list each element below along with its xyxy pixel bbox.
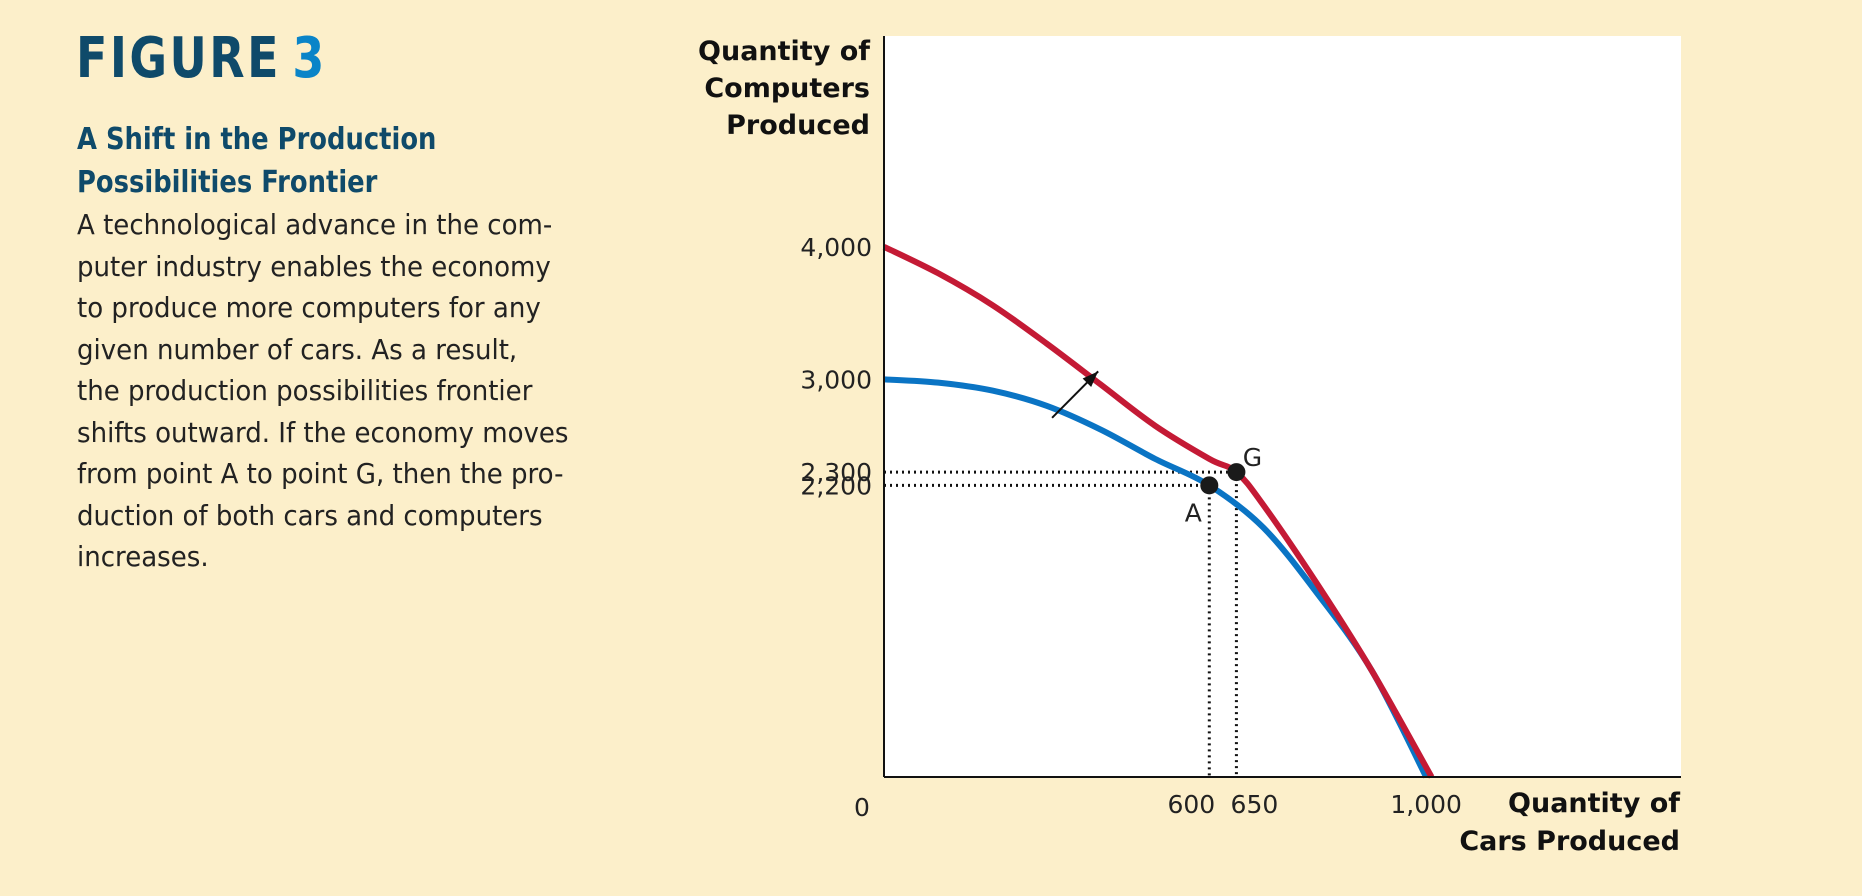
- figure-title-line: A Shift in the Production: [77, 122, 437, 157]
- x-axis-title-line: Quantity of: [1508, 788, 1680, 819]
- caption-line: to produce more computers for any: [77, 291, 541, 324]
- y-axis-title-line: Quantity of: [698, 36, 870, 67]
- y-tick-label: 4,000: [800, 233, 872, 262]
- caption-line: the production possibilities frontier: [77, 374, 533, 407]
- x-tick-label: 600: [1167, 790, 1215, 819]
- figure-title-line: Possibilities Frontier: [77, 165, 378, 200]
- frontier-curves: [882, 244, 1435, 779]
- y-axis-title-line: Produced: [726, 110, 870, 141]
- point-g-label: G: [1243, 443, 1262, 472]
- shift-arrow: [1051, 370, 1099, 419]
- data-points: AG: [1185, 443, 1262, 527]
- x-axis-title-line: Cars Produced: [1459, 826, 1680, 857]
- point-a-marker: [1200, 476, 1219, 495]
- figure-number: 3: [292, 26, 327, 91]
- point-a-label: A: [1185, 498, 1202, 527]
- x-axis-title: Quantity of Cars Produced: [1459, 788, 1680, 857]
- caption-line: A technological advance in the com-: [77, 208, 553, 241]
- shift-arrow-head: [1082, 371, 1099, 387]
- caption-line: puter industry enables the economy: [77, 249, 551, 283]
- y-axis-title: Quantity of Computers Produced: [698, 36, 870, 141]
- y-tick-label: 2,300: [800, 458, 872, 487]
- y-axis-title-line: Computers: [704, 73, 870, 104]
- caption-line: duction of both cars and computers: [77, 498, 543, 532]
- point-g-marker: [1227, 463, 1246, 482]
- caption-line: increases.: [77, 540, 209, 573]
- y-tick-label: 2,200: [800, 471, 872, 500]
- x-tick-label: 650: [1231, 790, 1279, 819]
- figure-title: A Shift in the Production Possibilities …: [77, 118, 438, 204]
- origin-label: 0: [854, 793, 870, 822]
- y-tick-label: 3,000: [800, 365, 872, 394]
- plot-area: [884, 36, 1681, 777]
- x-tick-labels: 600 650 1,000: [1167, 790, 1462, 819]
- shifted-frontier-curve: [882, 244, 1435, 779]
- caption-line: from point A to point G, then the pro-: [77, 457, 564, 490]
- guide-lines: [884, 470, 1238, 777]
- figure-number-heading: FIGURE 3: [76, 26, 327, 91]
- caption-line: shifts outward. If the economy moves: [77, 415, 569, 449]
- figure-caption: A technological advance in the com- pute…: [77, 204, 598, 578]
- figure-label: FIGURE: [76, 26, 281, 91]
- x-tick-label: 1,000: [1390, 790, 1462, 819]
- caption-line: given number of cars. As a result,: [77, 332, 518, 366]
